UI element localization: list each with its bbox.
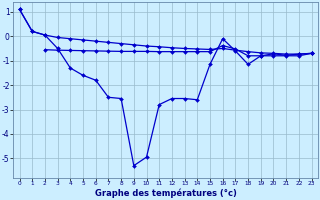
X-axis label: Graphe des températures (°c): Graphe des températures (°c) [95,188,236,198]
